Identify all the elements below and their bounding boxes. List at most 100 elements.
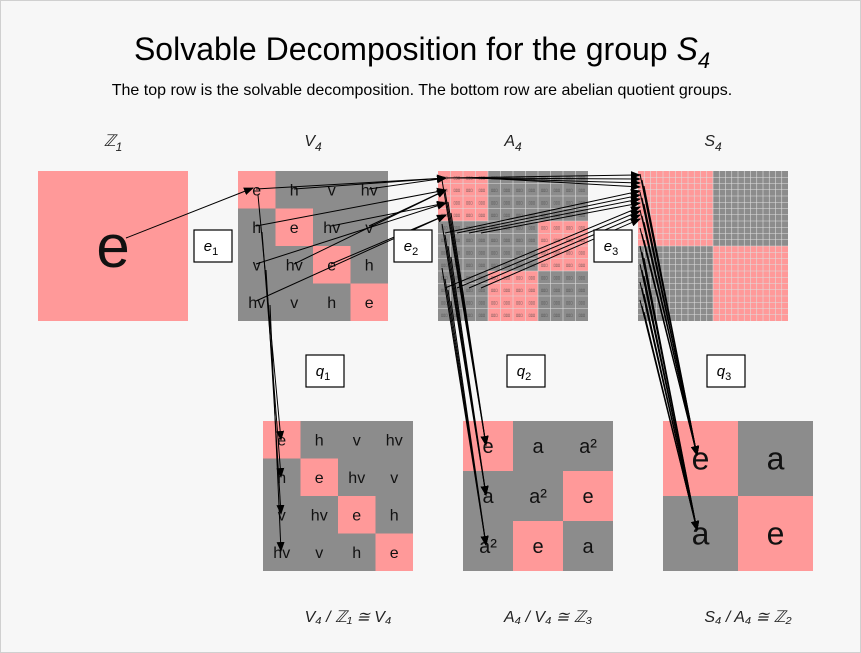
table-a4-cell (538, 233, 551, 246)
table-s4-cell (700, 214, 707, 221)
table-a4-tiny-label: ▯▯▯ (503, 187, 510, 192)
embedding-arrow-e3 (444, 188, 641, 234)
table-a4-tiny-label: ▯▯▯ (478, 312, 485, 317)
table-a4-tiny-label: ▯▯▯ (528, 225, 535, 230)
table-v4-cell-label: h (252, 220, 261, 237)
table-a4-cell (463, 208, 476, 221)
table-s4-cell (706, 233, 713, 240)
quotient-table-1-cell-label: e (390, 545, 399, 562)
table-s4-cell (763, 289, 770, 296)
table-s4-cell (769, 283, 776, 290)
table-s4-cell (644, 227, 651, 234)
table-a4-tiny-label: ▯▯▯ (578, 225, 585, 230)
table-v4-cell (350, 246, 388, 284)
embedding-arrow-e3 (468, 214, 641, 289)
table-a4-tiny-label: ▯▯▯ (491, 187, 498, 192)
table-s4-cell (669, 227, 676, 234)
table-v4-cell-label: v (290, 295, 298, 312)
table-s4-cell (756, 277, 763, 284)
table-s4-cell (656, 196, 663, 203)
table-s4-cell (744, 314, 751, 321)
table-s4-cell (775, 302, 782, 309)
table-a4-tiny-label: ▯▯▯ (566, 187, 573, 192)
quotient-table-1-cell-label: h (277, 470, 286, 487)
table-a4-tiny-label: ▯▯▯ (516, 187, 523, 192)
table-a4-tiny-label: ▯▯▯ (528, 175, 535, 180)
embedding-arrow-e3 (456, 210, 641, 289)
table-a4-tiny-label: ▯▯▯ (553, 262, 560, 267)
table-s4-cell (688, 196, 695, 203)
table-v4-cell-label: e (327, 257, 336, 274)
embedding-arrow-e2 (255, 201, 447, 265)
table-a4-tiny-label: ▯▯▯ (466, 187, 473, 192)
table-a4-tiny-label: ▯▯▯ (553, 225, 560, 230)
table-a4-cell (525, 308, 538, 321)
quotient-table-2-cell (563, 471, 613, 521)
table-a4-tiny-label: ▯▯▯ (553, 200, 560, 205)
table-a4-cell (488, 308, 501, 321)
quotient-label-1: V₄ / ℤ₁ ≅ V₄ (305, 609, 392, 626)
table-s4-cell (744, 271, 751, 278)
table-a4-tiny-label: ▯▯▯ (541, 262, 548, 267)
table-s4-cell (700, 208, 707, 215)
quotient-table-2-cell (513, 471, 563, 521)
table-a4-cell (563, 246, 576, 259)
table-s4-cell (731, 264, 738, 271)
table-s4-cell (650, 189, 657, 196)
table-s4-cell (744, 289, 751, 296)
quotient-arrow-q3 (643, 311, 699, 531)
table-s4-cell (781, 246, 788, 253)
quotient-table-3-cell (738, 421, 813, 496)
quotient-table-3-cell (663, 496, 738, 571)
table-s4-cell (744, 264, 751, 271)
table-s4-cell (725, 271, 732, 278)
table-a4-tiny-label: ▯▯▯ (503, 287, 510, 292)
table-v4-cell-label: e (290, 220, 299, 237)
table-s4-cell (719, 283, 726, 290)
table-s4-cell (763, 302, 770, 309)
table-s4-cell (763, 296, 770, 303)
table-s4-cell (719, 271, 726, 278)
group-label-a4: A4 (503, 133, 522, 154)
quotient-arrow-q3 (643, 275, 700, 531)
table-s4-cell (775, 277, 782, 284)
table-s4-cell (700, 239, 707, 246)
embedding-arrow-e3 (468, 196, 641, 234)
table-v4-cell-label: v (328, 182, 336, 199)
table-a4-tiny-label: ▯▯▯ (566, 287, 573, 292)
table-s4-cell (675, 171, 682, 178)
table-a4-tiny-label: ▯▯▯ (466, 300, 473, 305)
quotient-arrow-q3 (643, 203, 700, 456)
table-a4-cell (500, 296, 513, 309)
table-a4-cell (525, 296, 538, 309)
table-s4-cell (719, 289, 726, 296)
table-s4-cell (775, 283, 782, 290)
table-a4-tiny-label: ▯▯▯ (503, 200, 510, 205)
table-s4-cell (694, 214, 701, 221)
embedding-arrow-e3 (444, 171, 641, 180)
table-v4-cell (275, 171, 313, 209)
table-v4-cell (275, 208, 313, 246)
table-s4-cell (644, 177, 651, 184)
table-s4-cell (675, 183, 682, 190)
quotient-table-2-cell-label: a (532, 436, 544, 458)
embedding-arrow-e3 (480, 177, 641, 191)
table-s4-cell (769, 258, 776, 265)
quotient-table-2-cell-label: a (482, 486, 494, 508)
table-s4-cell (769, 252, 776, 259)
table-s4-cell (775, 314, 782, 321)
table-s4-cell (756, 271, 763, 278)
table-s4-cell (756, 314, 763, 321)
quotient-table-2-cell-label: e (582, 486, 593, 508)
table-s4-cell (669, 189, 676, 196)
table-s4-cell (650, 214, 657, 221)
table-s4-cell (700, 196, 707, 203)
table-a4-tiny-label: ▯▯▯ (491, 300, 498, 305)
top-group-labels: ℤ1 V4 A4 S4 (104, 133, 722, 154)
page-subtitle: The top row is the solvable decompositio… (112, 82, 733, 99)
table-s4-cell (656, 221, 663, 228)
table-a4-cell (450, 208, 463, 221)
table-v4-cell (350, 283, 388, 321)
embedding-arrow-e2 (330, 200, 447, 227)
table-s4-cell (744, 283, 751, 290)
